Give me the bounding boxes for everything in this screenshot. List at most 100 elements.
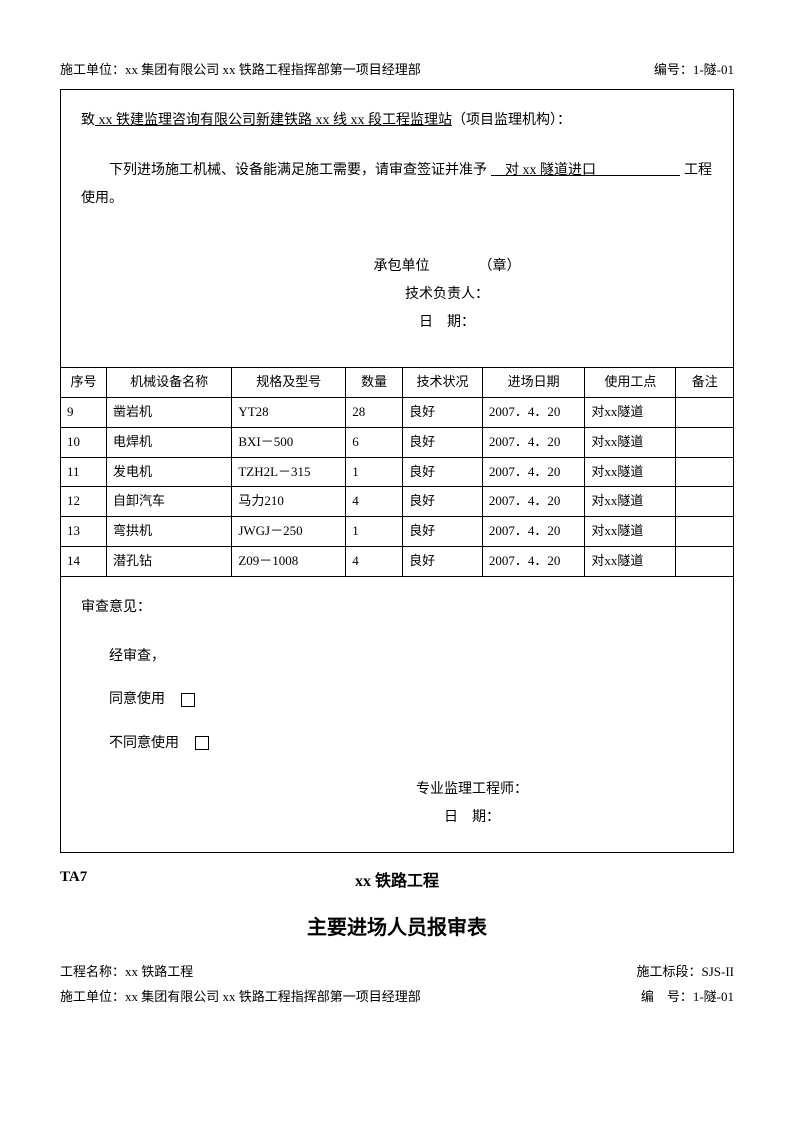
col-qty: 数量 — [346, 368, 403, 397]
disagree-checkbox[interactable] — [195, 736, 209, 750]
prefix: 致 — [81, 113, 95, 128]
table-header-row: 序号 机械设备名称 规格及型号 数量 技术状况 进场日期 使用工点 备注 — [61, 368, 733, 397]
addressee-name: xx 铁建监理咨询有限公司新建铁路 xx 线 xx 段工程监理站 — [95, 113, 452, 128]
label: 施工标段： — [636, 964, 701, 979]
section: 施工标段：SJS-II — [636, 962, 734, 983]
table-cell: 电焊机 — [107, 427, 232, 457]
col-date: 进场日期 — [482, 368, 585, 397]
label: 施工单位： — [60, 989, 125, 1004]
table-row: 12自卸汽车马力2104良好2007．4．20对xx隧道 — [61, 487, 733, 517]
review-signature: 专业监理工程师： 日 期： — [231, 776, 713, 832]
table-cell: 对xx隧道 — [585, 427, 676, 457]
main-form-box: 致 xx 铁建监理咨询有限公司新建铁路 xx 线 xx 段工程监理站（项目监理机… — [60, 89, 734, 853]
contractor: 承包单位 （章） — [181, 253, 713, 281]
label: 施工单位： — [60, 62, 125, 77]
table-cell: 良好 — [403, 517, 483, 547]
table-cell — [676, 397, 733, 427]
label: 编 号： — [641, 989, 693, 1004]
letter-body: 下列进场施工机械、设备能满足施工需要，请审查签证并准予 对 xx 隧道进口 工程… — [81, 157, 713, 213]
project-line: 工程名称：xx 铁路工程 施工标段：SJS-II — [60, 962, 734, 983]
table-cell: 马力210 — [232, 487, 346, 517]
table-cell: 凿岩机 — [107, 397, 232, 427]
table-cell: 12 — [61, 487, 107, 517]
agree-checkbox[interactable] — [181, 693, 195, 707]
table-cell: 1 — [346, 517, 403, 547]
table-row: 13弯拱机JWGJ－2501良好2007．4．20对xx隧道 — [61, 517, 733, 547]
agree-text: 同意使用 — [109, 692, 165, 707]
railway-title: xx 铁路工程 — [60, 869, 734, 895]
col-seq: 序号 — [61, 368, 107, 397]
unit-line: 施工单位：xx 集团有限公司 xx 铁路工程指挥部第一项目经理部 编 号：1-隧… — [60, 987, 734, 1008]
table-cell: 对xx隧道 — [585, 457, 676, 487]
table-cell: 对xx隧道 — [585, 517, 676, 547]
table-cell — [676, 457, 733, 487]
review-date: 日 期： — [231, 804, 713, 832]
suffix: （项目监理机构）： — [452, 113, 571, 128]
table-cell: 4 — [346, 546, 403, 576]
addressee-line: 致 xx 铁建监理咨询有限公司新建铁路 xx 线 xx 段工程监理站（项目监理机… — [81, 110, 713, 132]
value: 1-隧-01 — [693, 989, 734, 1004]
table-cell: 良好 — [403, 487, 483, 517]
header-row: 施工单位：xx 集团有限公司 xx 铁路工程指挥部第一项目经理部 编号：1-隧-… — [60, 60, 734, 81]
table-cell: Z09－1008 — [232, 546, 346, 576]
review-section: 审查意见： 经审查， 同意使用 不同意使用 专业监理工程师： 日 期： — [61, 577, 733, 852]
table-cell: 弯拱机 — [107, 517, 232, 547]
table-cell — [676, 517, 733, 547]
main-title: 主要进场人员报审表 — [60, 912, 734, 944]
table-cell: 1 — [346, 457, 403, 487]
table-row: 11发电机TZH2L－3151良好2007．4．20对xx隧道 — [61, 457, 733, 487]
equipment-table: 序号 机械设备名称 规格及型号 数量 技术状况 进场日期 使用工点 备注 9凿岩… — [61, 368, 733, 577]
table-cell: 对xx隧道 — [585, 487, 676, 517]
table-row: 14潜孔钻Z09－10084良好2007．4．20对xx隧道 — [61, 546, 733, 576]
table-cell: 对xx隧道 — [585, 397, 676, 427]
engineer: 专业监理工程师： — [231, 776, 713, 804]
table-cell: 良好 — [403, 457, 483, 487]
table-row: 9凿岩机YT2828良好2007．4．20对xx隧道 — [61, 397, 733, 427]
body-before: 下列进场施工机械、设备能满足施工需要，请审查签证并准予 — [109, 163, 487, 178]
table-cell: 2007．4．20 — [482, 427, 585, 457]
col-status: 技术状况 — [403, 368, 483, 397]
body-fill: 对 xx 隧道进口 — [487, 163, 684, 178]
table-cell: 良好 — [403, 546, 483, 576]
table-cell: 潜孔钻 — [107, 546, 232, 576]
table-cell: 13 — [61, 517, 107, 547]
col-loc: 使用工点 — [585, 368, 676, 397]
after-review: 经审查， — [109, 644, 713, 669]
value: 1-隧-01 — [693, 62, 734, 77]
table-cell: 良好 — [403, 427, 483, 457]
label: 编号： — [654, 62, 693, 77]
table-cell: 2007．4．20 — [482, 457, 585, 487]
review-label: 审查意见： — [81, 597, 713, 619]
table-cell: 2007．4．20 — [482, 487, 585, 517]
col-note: 备注 — [676, 368, 733, 397]
table-cell: JWGJ－250 — [232, 517, 346, 547]
table-cell: 发电机 — [107, 457, 232, 487]
contractor-signature: 承包单位 （章） 技术负责人： 日 期： — [81, 253, 713, 337]
table-cell: YT28 — [232, 397, 346, 427]
table-cell: 自卸汽车 — [107, 487, 232, 517]
table-cell — [676, 546, 733, 576]
tech-leader: 技术负责人： — [181, 281, 713, 309]
table-cell: 2007．4．20 — [482, 546, 585, 576]
doc-code: 编号：1-隧-01 — [654, 60, 734, 81]
table-cell: 良好 — [403, 397, 483, 427]
disagree-option: 不同意使用 — [109, 731, 713, 756]
table-cell: 9 — [61, 397, 107, 427]
value: xx 集团有限公司 xx 铁路工程指挥部第一项目经理部 — [125, 989, 421, 1004]
table-cell: 2007．4．20 — [482, 397, 585, 427]
value: xx 铁路工程 — [125, 964, 193, 979]
table-cell: 4 — [346, 487, 403, 517]
table-cell: 28 — [346, 397, 403, 427]
letter-section: 致 xx 铁建监理咨询有限公司新建铁路 xx 线 xx 段工程监理站（项目监理机… — [61, 90, 733, 368]
table-cell: BXI－500 — [232, 427, 346, 457]
agree-option: 同意使用 — [109, 687, 713, 712]
form-code: TA7 — [60, 869, 87, 885]
value: xx 集团有限公司 xx 铁路工程指挥部第一项目经理部 — [125, 62, 421, 77]
label: 工程名称： — [60, 964, 125, 979]
table-cell: 10 — [61, 427, 107, 457]
table-cell: 2007．4．20 — [482, 517, 585, 547]
project: 工程名称：xx 铁路工程 — [60, 962, 193, 983]
code: 编 号：1-隧-01 — [641, 987, 734, 1008]
table-cell: TZH2L－315 — [232, 457, 346, 487]
col-name: 机械设备名称 — [107, 368, 232, 397]
